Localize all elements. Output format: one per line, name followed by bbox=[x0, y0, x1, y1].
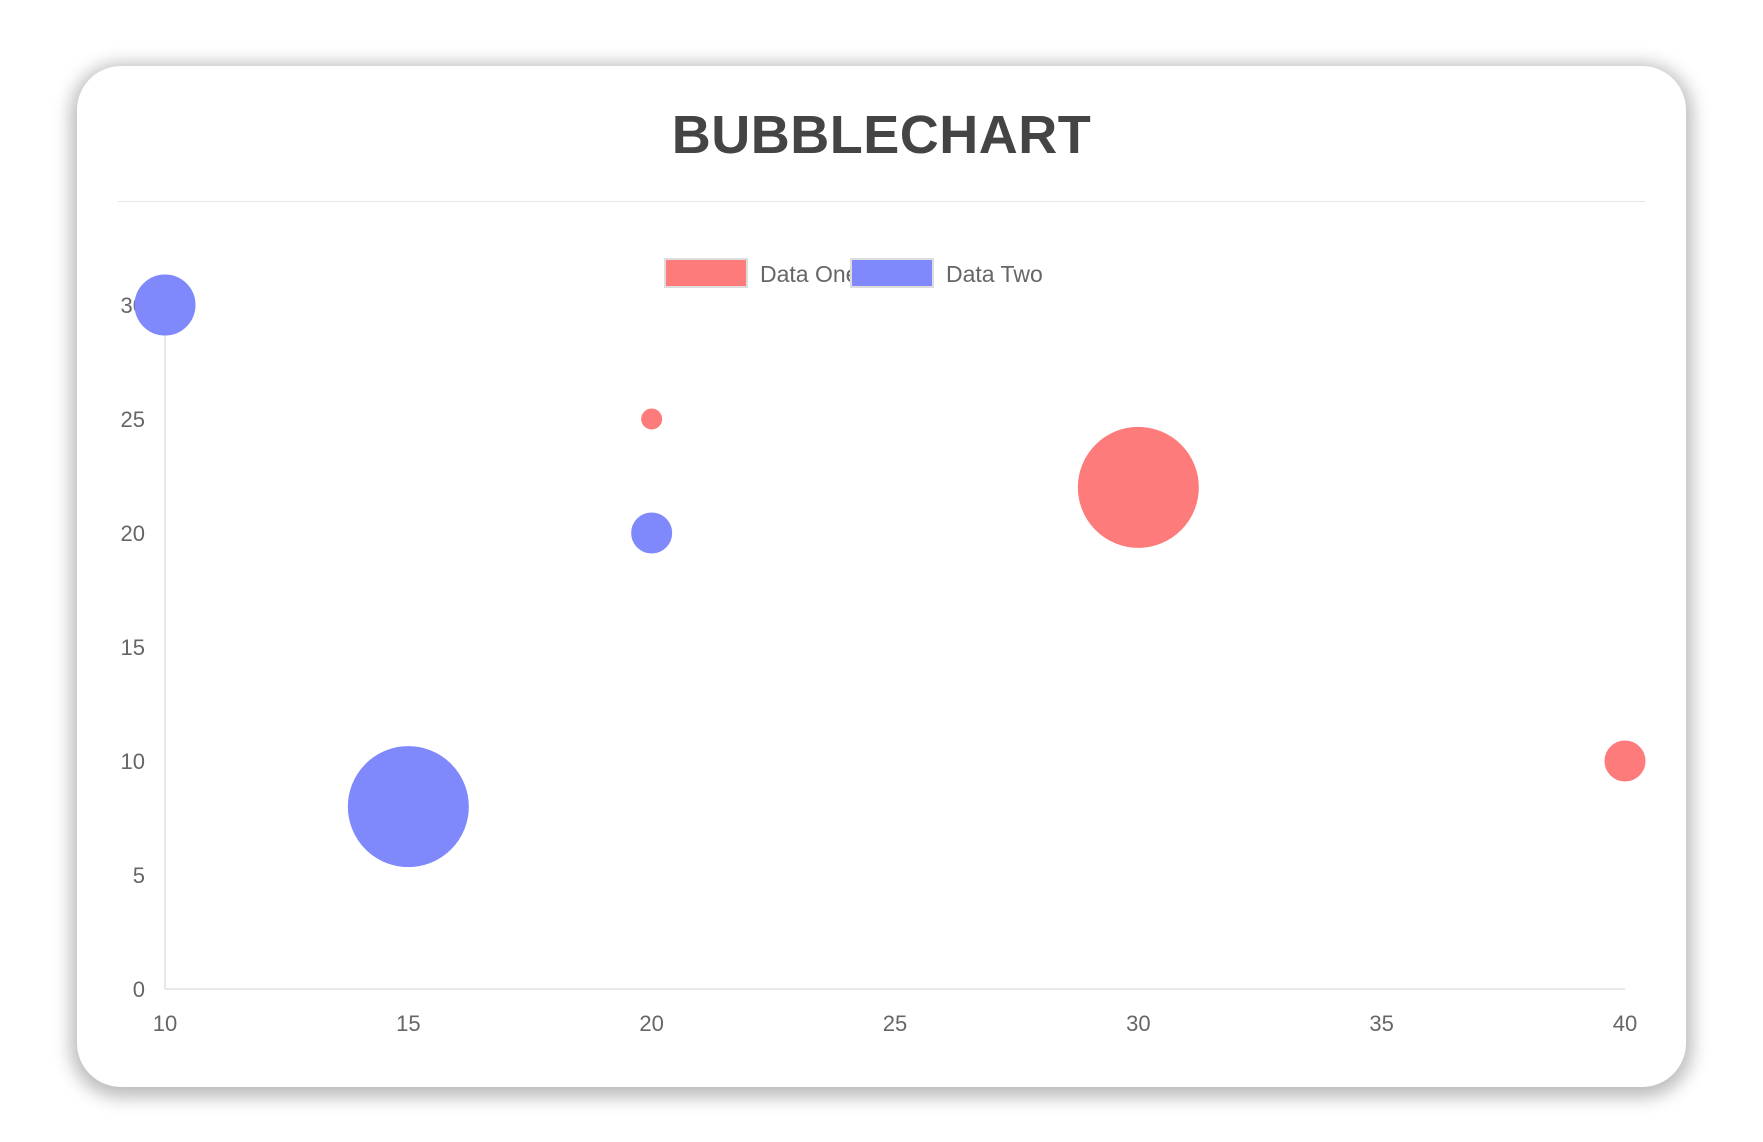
x-tick-label: 40 bbox=[1613, 1011, 1637, 1036]
x-tick-label: 35 bbox=[1369, 1011, 1393, 1036]
bubble-series-1 bbox=[1604, 740, 1646, 782]
x-tick-label: 20 bbox=[639, 1011, 663, 1036]
y-tick-label: 20 bbox=[121, 521, 145, 546]
legend-label-1: Data One bbox=[760, 261, 858, 287]
x-tick-label: 15 bbox=[396, 1011, 420, 1036]
y-tick-label: 25 bbox=[121, 407, 145, 432]
chart-title: BUBBLECHART bbox=[671, 105, 1092, 165]
legend-swatch-1 bbox=[664, 258, 748, 288]
bubble-series-1 bbox=[641, 408, 663, 430]
legend-swatch-2 bbox=[850, 258, 934, 288]
x-tick-label: 10 bbox=[153, 1011, 177, 1036]
chart-card bbox=[77, 66, 1686, 1087]
title-divider bbox=[118, 201, 1645, 202]
bubble-series-1 bbox=[1077, 426, 1199, 548]
x-tick-label: 30 bbox=[1126, 1011, 1150, 1036]
legend-label-2: Data Two bbox=[946, 261, 1043, 287]
y-tick-label: 0 bbox=[133, 977, 145, 1002]
y-tick-label: 10 bbox=[121, 749, 145, 774]
y-tick-label: 15 bbox=[121, 635, 145, 660]
bubble-series-2 bbox=[134, 274, 196, 336]
bubble-series-2 bbox=[347, 746, 469, 868]
y-tick-label: 5 bbox=[133, 863, 145, 888]
bubble-series-2 bbox=[631, 512, 673, 554]
x-tick-label: 25 bbox=[883, 1011, 907, 1036]
